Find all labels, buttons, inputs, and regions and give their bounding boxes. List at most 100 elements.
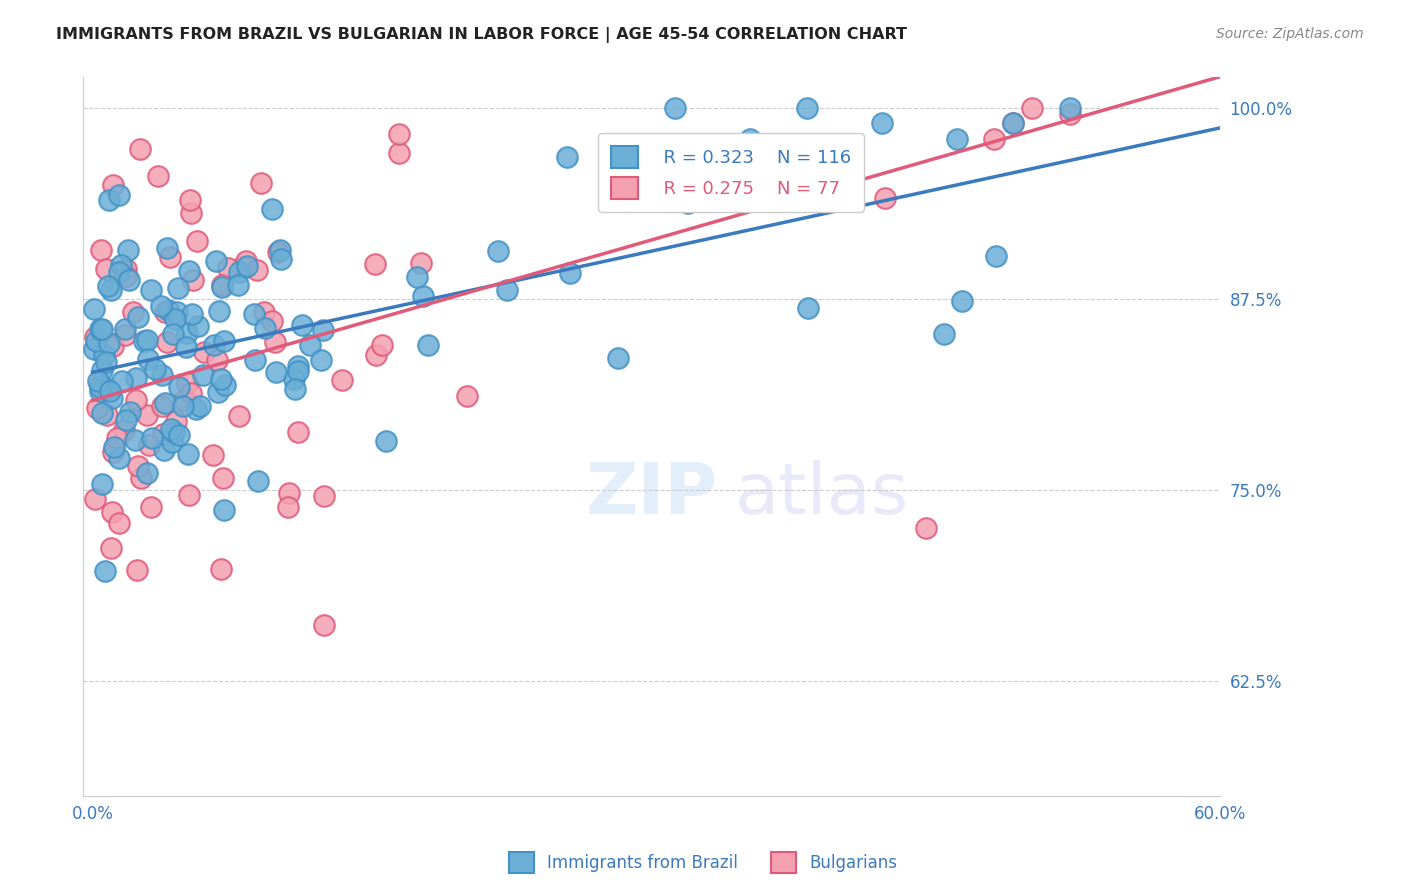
Point — [291, 318, 314, 333]
Point — [797, 301, 820, 315]
Point — [108, 450, 131, 465]
Point — [186, 402, 208, 417]
Point — [932, 327, 955, 342]
Point — [740, 131, 762, 145]
Point — [101, 445, 124, 459]
Point — [208, 304, 231, 318]
Point — [163, 312, 186, 326]
Point — [983, 131, 1005, 145]
Point — [89, 380, 111, 394]
Point — [118, 272, 141, 286]
Point — [209, 372, 232, 386]
Point — [125, 371, 148, 385]
Point — [90, 477, 112, 491]
Point — [287, 425, 309, 439]
Point — [94, 262, 117, 277]
Point — [146, 169, 169, 183]
Point — [495, 283, 517, 297]
Point — [212, 502, 235, 516]
Point — [456, 389, 478, 403]
Point — [676, 195, 699, 210]
Point — [193, 368, 215, 382]
Point — [283, 372, 305, 386]
Point — [112, 423, 135, 437]
Point — [312, 618, 335, 632]
Point — [105, 431, 128, 445]
Point — [91, 406, 114, 420]
Point — [245, 263, 267, 277]
Point — [89, 378, 111, 392]
Point — [122, 304, 145, 318]
Point — [135, 466, 157, 480]
Point — [209, 562, 232, 576]
Point — [153, 442, 176, 457]
Point — [375, 434, 398, 449]
Point — [915, 520, 938, 534]
Point — [298, 338, 321, 352]
Point — [93, 348, 115, 362]
Point — [1059, 106, 1081, 120]
Point — [217, 261, 239, 276]
Point — [84, 334, 107, 349]
Point — [266, 365, 288, 379]
Point — [176, 326, 198, 340]
Point — [110, 258, 132, 272]
Point — [212, 471, 235, 485]
Point — [555, 150, 578, 164]
Point — [179, 488, 201, 502]
Point — [984, 249, 1007, 263]
Point — [870, 116, 893, 130]
Point — [262, 314, 284, 328]
Point — [412, 289, 434, 303]
Point — [287, 359, 309, 373]
Point — [103, 338, 125, 352]
Point — [114, 262, 136, 277]
Point — [1002, 116, 1025, 130]
Point — [207, 352, 229, 367]
Point — [100, 283, 122, 297]
Point — [188, 399, 211, 413]
Point — [207, 384, 229, 399]
Legend: Immigrants from Brazil, Bulgarians: Immigrants from Brazil, Bulgarians — [502, 846, 904, 880]
Point — [127, 458, 149, 473]
Point — [90, 363, 112, 377]
Point — [124, 434, 146, 448]
Point — [204, 253, 226, 268]
Point — [174, 340, 197, 354]
Point — [946, 131, 969, 145]
Point — [114, 413, 136, 427]
Point — [330, 373, 353, 387]
Point — [796, 101, 818, 115]
Point — [364, 257, 387, 271]
Point — [263, 334, 285, 349]
Point — [1021, 101, 1043, 115]
Point — [152, 426, 174, 441]
Point — [157, 303, 180, 318]
Point — [235, 254, 257, 268]
Point — [114, 268, 136, 283]
Point — [166, 281, 188, 295]
Point — [388, 127, 411, 141]
Point — [212, 334, 235, 348]
Point — [193, 344, 215, 359]
Point — [231, 260, 253, 274]
Point — [169, 380, 191, 394]
Point — [607, 351, 630, 365]
Point — [135, 408, 157, 422]
Text: ZIP: ZIP — [585, 459, 717, 529]
Point — [309, 353, 332, 368]
Point — [150, 368, 173, 382]
Point — [156, 335, 179, 350]
Point — [89, 384, 111, 398]
Text: IMMIGRANTS FROM BRAZIL VS BULGARIAN IN LABOR FORCE | AGE 45-54 CORRELATION CHART: IMMIGRANTS FROM BRAZIL VS BULGARIAN IN L… — [56, 27, 907, 43]
Point — [127, 310, 149, 324]
Point — [371, 338, 394, 352]
Point — [98, 194, 121, 208]
Point — [246, 474, 269, 488]
Point — [96, 381, 118, 395]
Point — [1002, 116, 1025, 130]
Point — [181, 307, 204, 321]
Point — [406, 270, 429, 285]
Point — [84, 330, 107, 344]
Point — [108, 265, 131, 279]
